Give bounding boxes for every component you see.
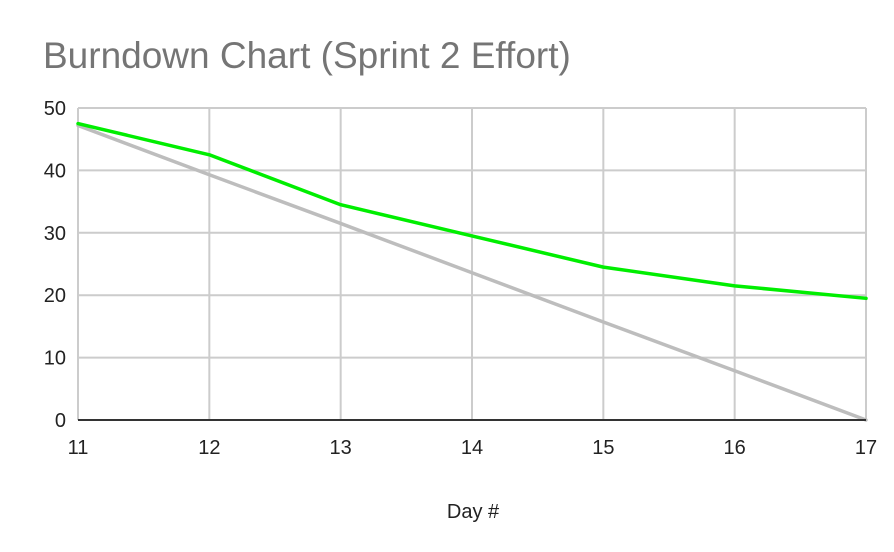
grid-lines <box>77 107 867 420</box>
chart-title: Burndown Chart (Sprint 2 Effort) <box>43 35 571 76</box>
plot-series <box>76 121 868 422</box>
x-tick-label: 14 <box>461 437 483 459</box>
y-tick-label: 10 <box>44 348 66 370</box>
y-tick-label: 20 <box>44 285 66 307</box>
x-tick-label: 12 <box>198 437 220 459</box>
y-tick-label: 40 <box>44 160 66 182</box>
x-tick-label: 11 <box>68 437 89 459</box>
series-line-actual <box>76 121 868 301</box>
y-tick-label: 0 <box>55 410 66 432</box>
y-axis-ticks: 0 10 20 30 40 50 <box>44 98 66 432</box>
x-tick-label: 15 <box>592 437 614 459</box>
y-tick-label: 30 <box>44 223 66 245</box>
x-tick-label: 13 <box>330 437 352 459</box>
x-tick-label: 17 <box>855 437 877 459</box>
x-axis-title: Day # <box>447 501 500 523</box>
x-axis-ticks: 11 12 13 14 15 16 17 <box>68 437 878 459</box>
y-tick-label: 50 <box>44 98 66 120</box>
x-tick-label: 16 <box>724 437 746 459</box>
series-line-ideal <box>76 123 868 422</box>
